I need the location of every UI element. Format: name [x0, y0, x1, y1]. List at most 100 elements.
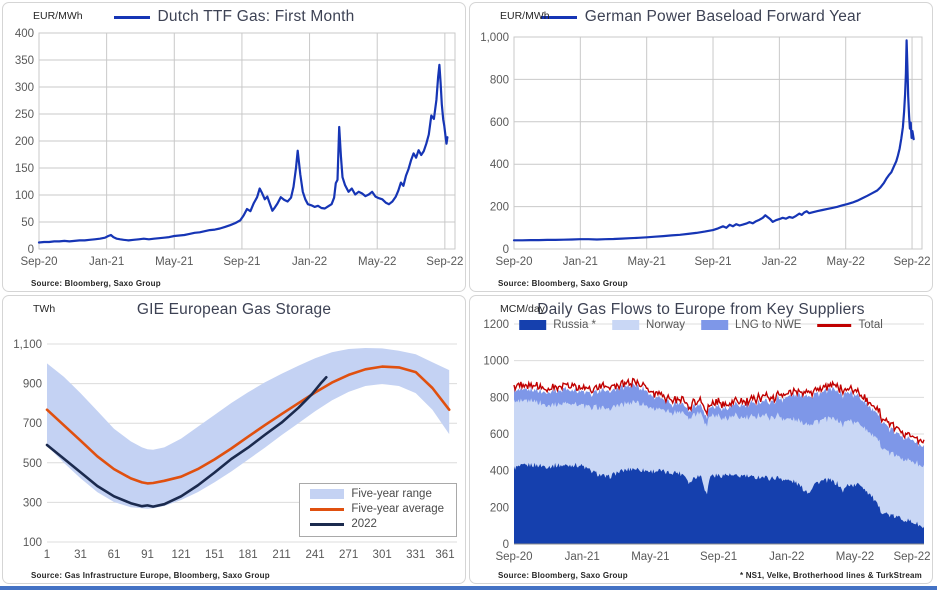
legend-swatch-line	[817, 323, 852, 327]
german-power-chart-canvas: 0 200 400 600 800 1,000 Sep-20 Jan-21 May-21 Sep-…	[480, 32, 930, 268]
svg-text:241: 241	[306, 549, 325, 561]
gas-storage-chart-canvas: 100 300 500 700 900 1,100 1 31 61 91 121 151 181 211 2…	[13, 339, 457, 561]
legend-item: Five-year range	[310, 488, 444, 500]
legend-item: Russia *	[519, 319, 596, 331]
svg-text:Jan-22: Jan-22	[292, 256, 327, 268]
svg-text:100: 100	[15, 190, 34, 202]
svg-text:Jan-21: Jan-21	[89, 256, 124, 268]
svg-text:400: 400	[15, 28, 34, 40]
y-axis-unit-label: MCM/day	[500, 303, 545, 315]
panel-german-power: EUR/MWh German Power Baseload Forward Ye…	[469, 2, 933, 292]
legend-swatch-band	[310, 489, 345, 499]
panel-dutch-ttf-gas: EUR/MWh Dutch TTF Gas: First Month 0 50 10…	[2, 2, 466, 292]
svg-text:301: 301	[373, 549, 392, 561]
svg-text:Sep-21: Sep-21	[694, 256, 731, 268]
svg-text:Sep-21: Sep-21	[700, 551, 737, 563]
panel-gie-gas-storage: TWh GIE European Gas Storage 100 300 500 70…	[2, 295, 466, 584]
legend-label: Norway	[646, 319, 686, 331]
svg-text:211: 211	[272, 549, 290, 561]
svg-text:May-22: May-22	[358, 256, 396, 268]
svg-text:300: 300	[23, 497, 42, 509]
legend-item: 2022	[310, 518, 444, 530]
svg-text:1,100: 1,100	[13, 339, 42, 351]
y-axis-unit-label: EUR/MWh	[33, 10, 83, 22]
svg-text:Jan-21: Jan-21	[565, 551, 600, 563]
svg-text:500: 500	[23, 458, 42, 470]
legend-item: Five-year average	[310, 503, 444, 515]
svg-text:271: 271	[339, 549, 358, 561]
svg-text:61: 61	[108, 549, 121, 561]
dutch-ttf-chart-canvas: 0 50 100 150 200 250 300 350 400 Sep-20 Jan-21 May-…	[15, 28, 464, 268]
legend-item: Norway	[612, 319, 685, 331]
svg-text:Sep-22: Sep-22	[426, 256, 463, 268]
svg-text:May-22: May-22	[827, 256, 865, 268]
legend-swatch-line	[310, 507, 345, 511]
svg-text:350: 350	[15, 55, 34, 67]
svg-text:0: 0	[503, 539, 509, 551]
svg-text:900: 900	[23, 379, 42, 391]
svg-text:Sep-22: Sep-22	[893, 256, 930, 268]
svg-text:150: 150	[15, 163, 34, 175]
svg-text:Sep-20: Sep-20	[20, 256, 57, 268]
svg-text:1200: 1200	[483, 319, 509, 331]
svg-text:Jan-22: Jan-22	[769, 551, 804, 563]
five-year-range-band	[47, 348, 450, 509]
panel-daily-gas-flows: MCM/day Daily Gas Flows to Europe from K…	[469, 295, 933, 584]
gas-flows-legend: Russia * Norway LNG to NWE Total	[519, 319, 883, 331]
gas-flows-chart-canvas: 0 200 400 600 800 1000 1200 Sep-20 Jan-21 May-21 S…	[483, 319, 930, 563]
source-note: Source: Bloomberg, Saxo Group	[498, 571, 628, 580]
legend-item: Total	[817, 319, 883, 331]
svg-text:31: 31	[74, 549, 87, 561]
footnote: * NS1, Velke, Brotherhood lines & TurkSt…	[739, 571, 922, 580]
svg-text:250: 250	[15, 109, 34, 121]
svg-text:1,000: 1,000	[480, 32, 509, 44]
total-line	[513, 377, 925, 446]
svg-text:400: 400	[490, 159, 509, 171]
legend-label: Five-year range	[351, 488, 432, 500]
svg-text:0: 0	[503, 244, 509, 256]
price-line	[512, 39, 915, 242]
svg-text:800: 800	[490, 74, 509, 86]
series-line	[45, 376, 328, 508]
svg-text:151: 151	[205, 549, 224, 561]
svg-text:May-22: May-22	[836, 551, 874, 563]
legend-swatch-area	[612, 320, 640, 330]
svg-text:200: 200	[490, 502, 509, 514]
legend-label: Five-year average	[351, 503, 444, 515]
svg-text:Sep-20: Sep-20	[495, 256, 532, 268]
svg-text:Sep-21: Sep-21	[223, 256, 260, 268]
svg-text:May-21: May-21	[155, 256, 193, 268]
legend-item: LNG to NWE	[701, 319, 801, 331]
storage-legend: Five-year range Five-year average 2022	[299, 483, 457, 537]
bottom-accent-bar	[0, 586, 937, 590]
svg-text:121: 121	[171, 549, 190, 561]
svg-text:May-21: May-21	[631, 551, 669, 563]
russia-area	[514, 462, 924, 544]
y-axis-unit-label: EUR/MWh	[500, 10, 550, 22]
svg-text:600: 600	[490, 117, 509, 129]
svg-text:50: 50	[21, 217, 34, 229]
svg-text:700: 700	[23, 418, 42, 430]
svg-text:Sep-22: Sep-22	[893, 551, 930, 563]
svg-text:Jan-21: Jan-21	[563, 256, 598, 268]
svg-text:Sep-20: Sep-20	[495, 551, 532, 563]
legend-swatch-line	[310, 522, 345, 526]
legend-label: Russia *	[553, 319, 597, 331]
svg-text:331: 331	[406, 549, 425, 561]
svg-text:800: 800	[490, 392, 509, 404]
source-note: Source: Gas Infrastructure Europe, Bloom…	[31, 571, 270, 580]
source-note: Source: Bloomberg, Saxo Group	[498, 279, 628, 288]
svg-text:91: 91	[141, 549, 154, 561]
legend-label: Total	[858, 319, 883, 331]
legend-swatch-area	[519, 320, 547, 330]
svg-text:Jan-22: Jan-22	[762, 256, 797, 268]
svg-text:100: 100	[23, 537, 42, 549]
svg-text:200: 200	[15, 136, 34, 148]
source-note: Source: Bloomberg, Saxo Group	[31, 279, 161, 288]
svg-text:1: 1	[44, 549, 50, 561]
legend-label: LNG to NWE	[735, 319, 802, 331]
svg-text:181: 181	[238, 549, 257, 561]
svg-text:361: 361	[435, 549, 454, 561]
legend-label: 2022	[351, 518, 377, 530]
